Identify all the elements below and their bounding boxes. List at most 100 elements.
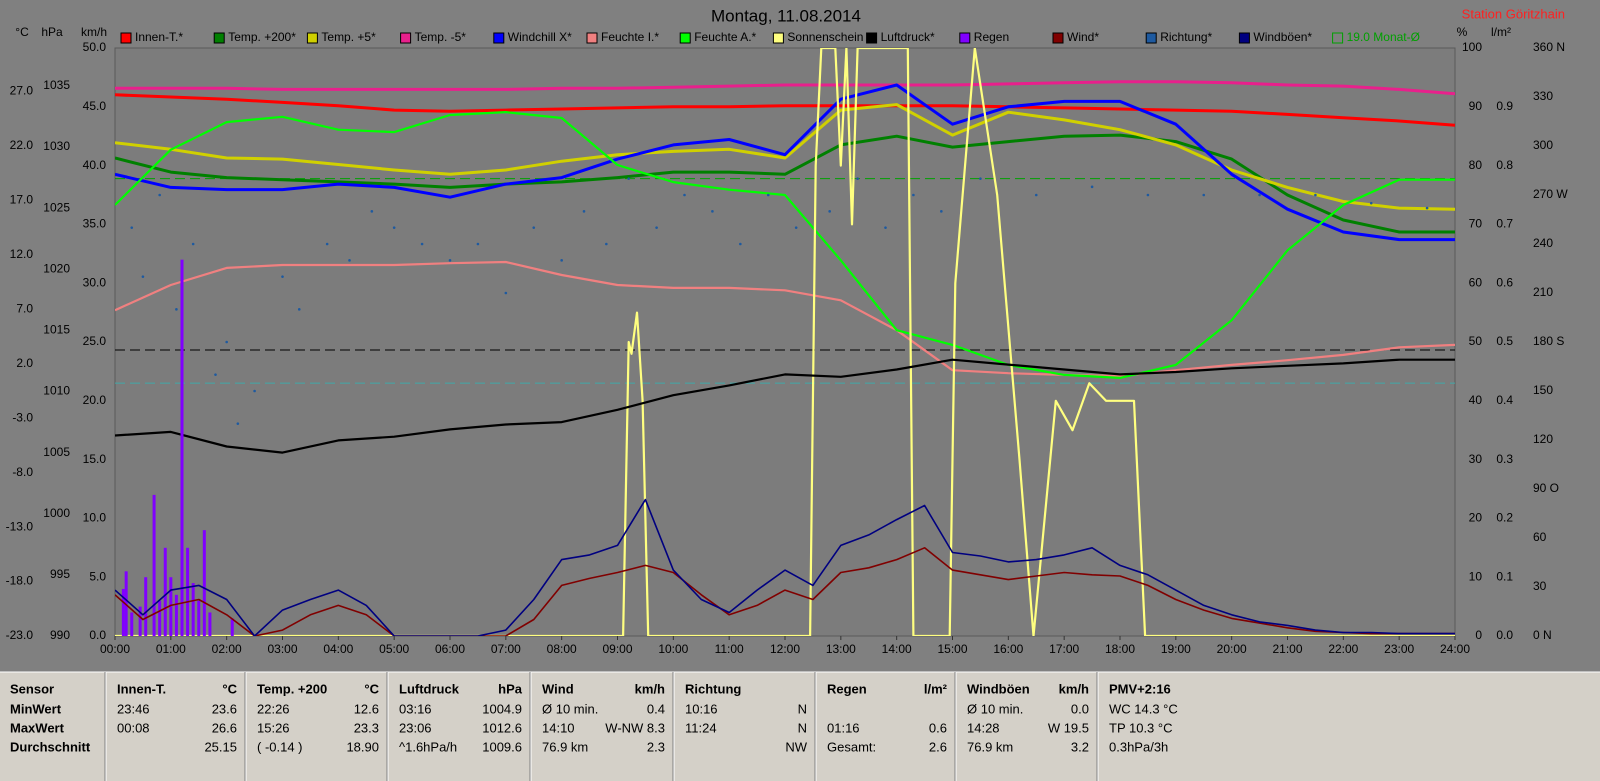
table-header: Sensor (10, 681, 54, 696)
y-tick-label: 12.0 (10, 247, 34, 261)
table-cell: 14:10 (542, 720, 575, 735)
legend-swatch (306, 32, 318, 44)
point (627, 177, 630, 180)
y-tick-label: 0.9 (1496, 99, 1513, 113)
table-header: Temp. +200 (257, 681, 327, 696)
table-cell: TP 10.3 °C (1109, 720, 1173, 735)
x-tick-label: 14:00 (882, 642, 912, 656)
y-tick-label: 17.0 (10, 193, 34, 207)
y-tick-label: 0.2 (1496, 511, 1513, 525)
y-tick-label: 100 (1462, 40, 1482, 54)
point (828, 210, 831, 213)
table-header: Windböen (967, 681, 1030, 696)
point (348, 259, 351, 262)
table-header: MaxWert (10, 720, 65, 735)
y-tick-label: 1035 (43, 78, 70, 92)
table-header: Wind (542, 681, 574, 696)
x-tick-label: 21:00 (1272, 642, 1302, 656)
y-tick-label: 45.0 (83, 99, 107, 113)
bar (130, 612, 134, 636)
x-tick-label: 22:00 (1328, 642, 1358, 656)
y-tick-label: 120 (1533, 432, 1553, 446)
bar (230, 618, 234, 636)
y-tick-label: 50.0 (83, 40, 107, 54)
x-tick-label: 17:00 (1049, 642, 1079, 656)
series-line (115, 83, 1455, 242)
legend-swatch (1145, 32, 1157, 44)
x-tick-label: 12:00 (770, 642, 800, 656)
legend-label: Innen-T.* (135, 30, 183, 44)
x-tick-label: 23:00 (1384, 642, 1414, 656)
legend-label: Wind* (1067, 30, 1099, 44)
table-cell: NW (785, 739, 807, 754)
table-cell: 15:26 (257, 720, 290, 735)
table-header: Durchschnitt (10, 739, 91, 754)
y-tick-label: 22.0 (10, 138, 34, 152)
x-tick-label: 02:00 (212, 642, 242, 656)
x-tick-label: 16:00 (993, 642, 1023, 656)
bar (208, 612, 212, 636)
legend-label: Luftdruck* (881, 30, 935, 44)
y-tick-label: 30 (1533, 579, 1547, 593)
point (392, 226, 396, 229)
point (739, 242, 742, 246)
series-line (115, 498, 1455, 636)
point (281, 275, 284, 278)
y-tick-label: 80 (1469, 158, 1483, 172)
legend-swatch (120, 32, 132, 44)
y-tick-label: 0.0 (1496, 628, 1513, 642)
series-line (115, 48, 1455, 636)
y-tick-label: 0.8 (1496, 158, 1513, 172)
point (420, 242, 424, 246)
series-line (115, 133, 1455, 234)
chart-title: Montag, 11.08.2014 (711, 6, 861, 25)
table-cell: 23:06 (399, 720, 432, 735)
table-cell: W 19.5 (1048, 720, 1089, 735)
table-cell: Gesamt: (827, 739, 876, 754)
point (884, 226, 887, 229)
bar (202, 530, 206, 636)
y-tick-label: 300 (1533, 138, 1553, 152)
point (1202, 193, 1206, 197)
y-tick-label: 0.0 (89, 628, 106, 642)
legend-swatch (493, 32, 505, 44)
point (979, 177, 982, 180)
table-cell: 0.0 (1071, 701, 1089, 716)
legend-swatch (679, 32, 691, 44)
y-tick-label: 25.0 (83, 334, 107, 348)
bar (121, 588, 125, 636)
point (605, 242, 608, 246)
axis-label: hPa (41, 25, 63, 39)
station-name: Station Göritzhain (1462, 6, 1565, 21)
x-tick-label: 01:00 (156, 642, 186, 656)
y-tick-label: -3.0 (12, 410, 33, 424)
legend-swatch (213, 32, 225, 44)
table-cell: 23.3 (354, 720, 379, 735)
x-tick-label: 15:00 (937, 642, 967, 656)
table-cell: 76.9 km (542, 739, 588, 754)
y-tick-label: 995 (50, 567, 70, 581)
table-cell: 23.6 (212, 701, 237, 716)
table-header: hPa (498, 681, 523, 696)
table-header: km/h (635, 681, 665, 696)
legend-swatch (866, 32, 878, 44)
legend-label: Windchill X* (508, 30, 572, 44)
point (225, 340, 228, 344)
y-tick-label: 70 (1469, 217, 1483, 231)
table-cell: 1012.6 (482, 720, 522, 735)
point (1258, 193, 1261, 197)
y-tick-label: 30 (1469, 452, 1483, 466)
table-header: PMV+2:16 (1109, 681, 1171, 696)
y-tick-label: 1015 (43, 323, 70, 337)
point (175, 308, 178, 311)
table-cell: 11:24 (685, 720, 717, 735)
y-tick-label: 0.7 (1496, 217, 1513, 231)
y-tick-label: 90 (1469, 99, 1483, 113)
y-tick-label: -8.0 (12, 465, 33, 479)
table-cell: 0.6 (929, 720, 947, 735)
table-background (0, 672, 1600, 781)
legend-label: Feuchte A.* (694, 30, 756, 44)
point (711, 210, 714, 213)
point (236, 422, 240, 425)
